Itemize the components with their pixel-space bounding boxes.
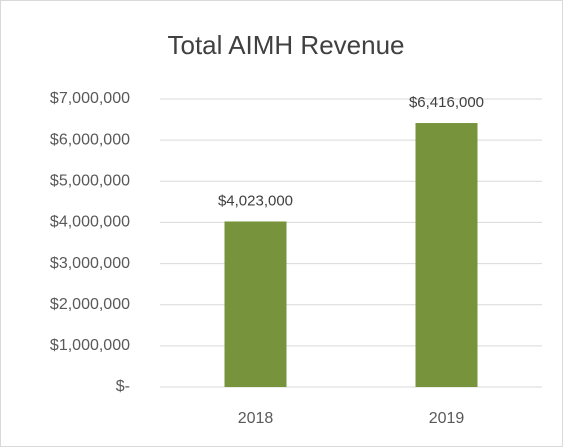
y-tick-label: $6,000,000 <box>50 131 130 148</box>
y-tick-label: $- <box>116 378 130 395</box>
x-tick-label: 2018 <box>238 410 274 427</box>
y-tick-label: $5,000,000 <box>50 173 130 190</box>
data-label: $6,416,000 <box>409 94 484 111</box>
chart-title: Total AIMH Revenue <box>167 30 404 60</box>
x-tick-label: 2019 <box>429 410 465 427</box>
y-tick-label: $2,000,000 <box>50 296 130 313</box>
bar <box>224 221 287 387</box>
y-tick-label: $7,000,000 <box>50 90 130 107</box>
y-tick-label: $1,000,000 <box>50 337 130 354</box>
y-tick-label: $3,000,000 <box>50 255 130 272</box>
data-label: $4,023,000 <box>218 192 293 209</box>
y-tick-label: $4,000,000 <box>50 214 130 231</box>
bar <box>415 123 478 387</box>
